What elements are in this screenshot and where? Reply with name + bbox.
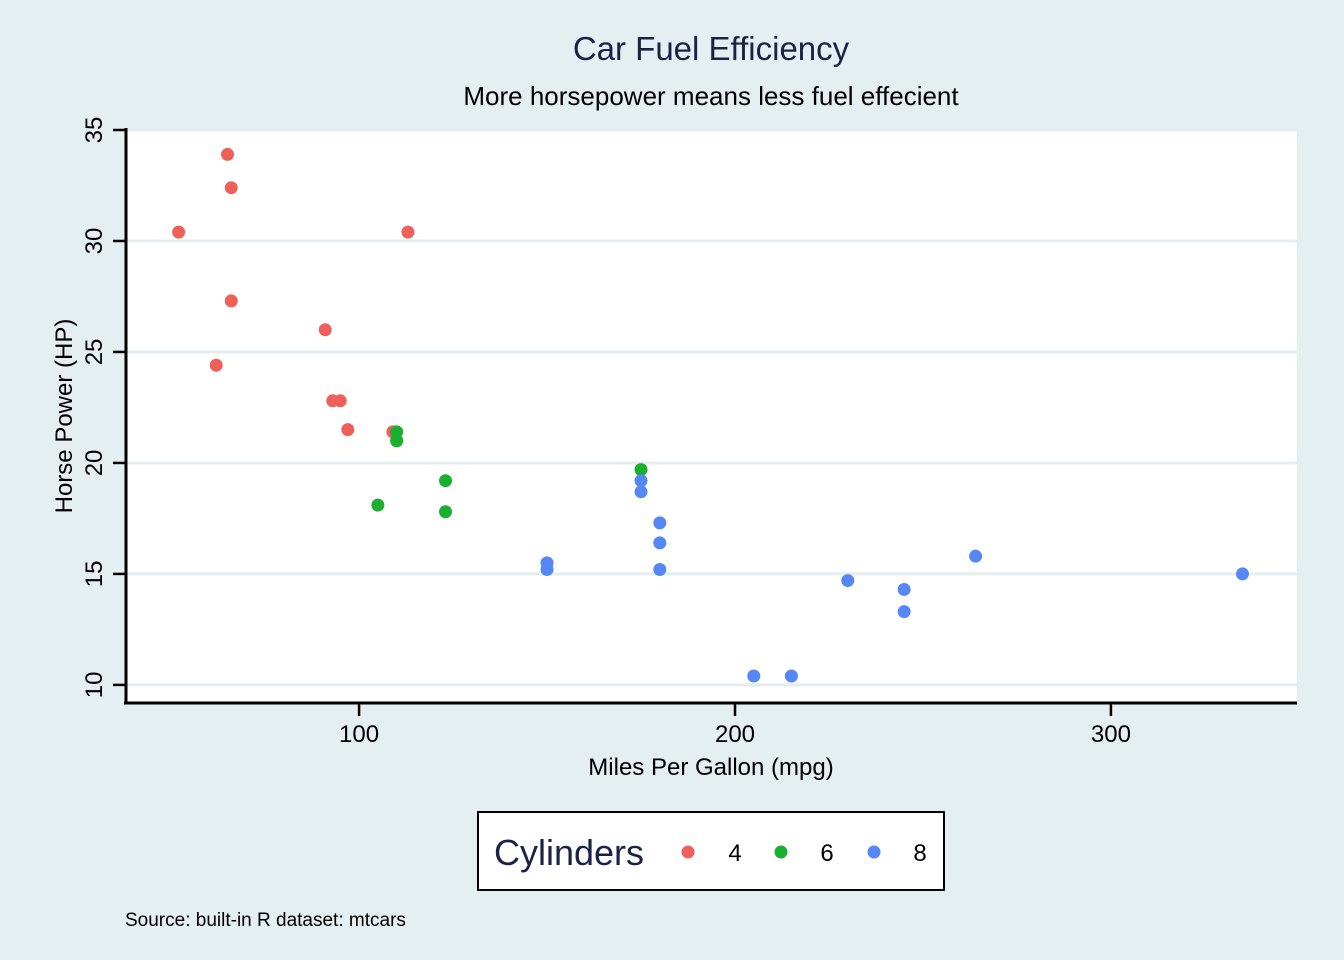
y-axis-title: Horse Power (HP)	[51, 319, 78, 514]
y-tick-label: 20	[81, 450, 108, 477]
legend-marker-6	[774, 845, 788, 859]
legend-label-4: 4	[728, 840, 741, 867]
data-point-cyl-6	[439, 474, 453, 488]
data-point-cyl-4	[318, 323, 332, 337]
gridlines	[126, 128, 1297, 687]
data-points	[172, 147, 1249, 683]
data-point-cyl-6	[439, 505, 453, 519]
data-point-cyl-4	[333, 394, 347, 408]
y-axis-ticks: 10 15 20 25 30 35	[81, 117, 126, 699]
y-tick-label: 15	[81, 561, 108, 588]
legend-label-6: 6	[820, 840, 833, 867]
data-point-cyl-8	[1235, 567, 1249, 581]
data-point-cyl-8	[653, 516, 667, 530]
data-point-cyl-8	[653, 536, 667, 550]
x-tick-label: 200	[715, 721, 755, 748]
legend-marker-4	[681, 845, 695, 859]
x-axis-title: Miles Per Gallon (mpg)	[588, 754, 833, 781]
data-point-cyl-6	[371, 498, 385, 512]
data-point-cyl-8	[634, 474, 648, 488]
data-point-cyl-8	[969, 549, 983, 563]
y-tick-label: 10	[81, 672, 108, 699]
legend-title: Cylinders	[494, 832, 644, 873]
chart-subtitle: More horsepower means less fuel effecien…	[463, 81, 959, 111]
data-point-cyl-4	[401, 225, 415, 239]
x-tick-label: 300	[1091, 721, 1131, 748]
data-point-cyl-4	[341, 423, 355, 437]
y-tick-label: 25	[81, 339, 108, 366]
data-point-cyl-4	[220, 147, 234, 161]
y-tick-label: 30	[81, 228, 108, 255]
legend-marker-8	[867, 845, 881, 859]
data-point-cyl-8	[653, 562, 667, 576]
data-point-cyl-8	[897, 605, 911, 619]
data-point-cyl-4	[224, 181, 238, 195]
legend-label-8: 8	[913, 840, 926, 867]
data-point-cyl-8	[841, 574, 855, 588]
legend-box	[477, 811, 945, 891]
legend: Cylinders 4 6 8	[477, 811, 945, 891]
x-tick-label: 100	[339, 721, 379, 748]
data-point-cyl-4	[172, 225, 186, 239]
data-point-cyl-6	[634, 463, 648, 477]
data-point-cyl-8	[784, 669, 798, 683]
data-point-cyl-4	[224, 294, 238, 308]
plot-area	[126, 130, 1297, 702]
data-point-cyl-8	[897, 582, 911, 596]
data-point-cyl-8	[634, 485, 648, 499]
x-axis-ticks: 100 200 300	[339, 703, 1131, 748]
data-point-cyl-8	[747, 669, 761, 683]
chart-title: Car Fuel Efficiency	[573, 30, 850, 67]
data-point-cyl-6	[390, 425, 404, 439]
data-point-cyl-4	[209, 358, 223, 372]
data-point-cyl-8	[540, 562, 554, 576]
y-tick-label: 35	[81, 117, 108, 144]
source-note: Source: built-in R dataset: mtcars	[125, 910, 406, 931]
